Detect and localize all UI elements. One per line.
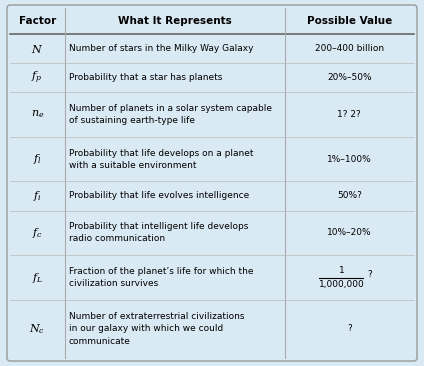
Text: Number of extraterrestrial civilizations
in our galaxy with which we could
commu: Number of extraterrestrial civilizations… [69,312,244,346]
FancyBboxPatch shape [7,5,417,361]
Text: Possible Value: Possible Value [307,16,392,26]
Text: 200–400 billion: 200–400 billion [315,44,384,53]
Text: Probability that intelligent life develops
radio communication: Probability that intelligent life develo… [69,222,248,243]
Text: Number of stars in the Milky Way Galaxy: Number of stars in the Milky Way Galaxy [69,44,253,53]
Text: $N$: $N$ [31,42,43,55]
Text: 1,000,000: 1,000,000 [318,280,364,289]
Text: $N_c$: $N_c$ [29,322,45,336]
Text: 1%–100%: 1%–100% [327,154,372,164]
Text: Number of planets in a solar system capable
of sustaining earth-type life: Number of planets in a solar system capa… [69,104,271,125]
Text: ?: ? [367,270,372,279]
Text: 20%–50%: 20%–50% [327,73,372,82]
Text: Probability that a star has planets: Probability that a star has planets [69,73,222,82]
Text: 50%?: 50%? [337,191,362,201]
Text: $f_p$: $f_p$ [31,70,43,86]
Text: What It Represents: What It Represents [118,16,232,26]
Text: Probability that life develops on a planet
with a suitable environment: Probability that life develops on a plan… [69,149,253,170]
Text: $f_l$: $f_l$ [33,152,42,166]
Text: $n_e$: $n_e$ [31,109,44,120]
Text: 1? 2?: 1? 2? [338,110,361,119]
Text: Fraction of the planet’s life for which the
civilization survives: Fraction of the planet’s life for which … [69,267,253,288]
Text: Probability that life evolves intelligence: Probability that life evolves intelligen… [69,191,249,201]
Text: $f_i$: $f_i$ [33,189,42,203]
Text: ?: ? [347,324,352,333]
Text: $f_L$: $f_L$ [31,270,43,284]
Text: Factor: Factor [19,16,56,26]
Text: $f_c$: $f_c$ [32,226,43,240]
Text: 1: 1 [338,266,344,275]
Text: 10%–20%: 10%–20% [327,228,372,238]
